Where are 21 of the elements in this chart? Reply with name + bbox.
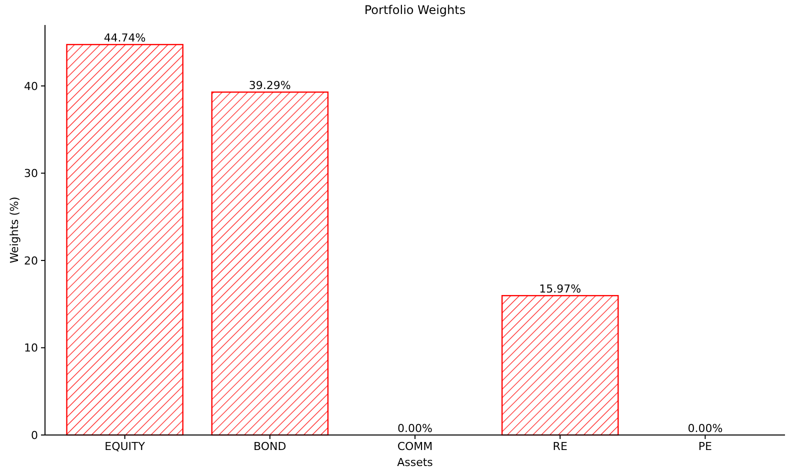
data-label: 0.00% [688, 422, 723, 435]
x-tick-label: PE [698, 440, 712, 453]
data-label: 44.74% [104, 32, 146, 45]
x-tick-label: BOND [254, 440, 286, 453]
x-tick-label: COMM [397, 440, 433, 453]
y-tick-label: 20 [24, 254, 38, 268]
data-label: 39.29% [248, 79, 291, 92]
x-tick-label: EQUITY [104, 440, 146, 453]
data-label: 15.97% [539, 282, 582, 296]
bar [501, 295, 619, 436]
x-tick-label: RE [552, 440, 568, 453]
x-axis-title: Assets [397, 456, 434, 469]
y-tick-label: 10 [24, 342, 38, 355]
y-tick-label: 30 [24, 167, 38, 180]
data-label: 0.00% [398, 422, 432, 435]
bar [211, 92, 329, 436]
y-axis-title: Weights (%) [8, 196, 21, 264]
chart-title: Portfolio Weights [364, 3, 466, 17]
bar [66, 44, 184, 436]
y-tick-label: 0 [31, 428, 38, 442]
y-tick-label: 40 [24, 80, 38, 93]
